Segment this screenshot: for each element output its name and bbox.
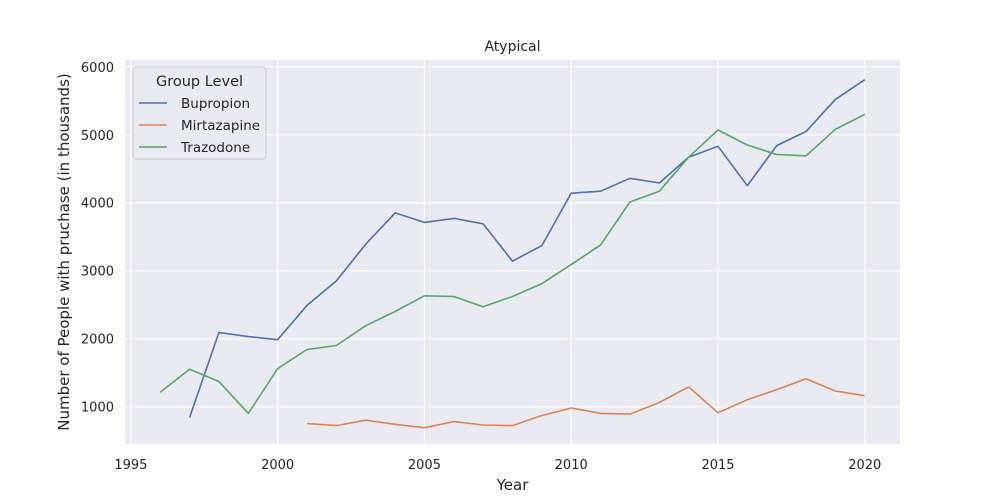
legend-item-trazodone: Trazodone [139,140,250,156]
x-axis-title: Year [496,476,530,494]
grid [125,60,900,444]
legend-entries: Bupropion Mirtazapine Trazodone [139,96,260,156]
legend-frame [132,66,267,160]
y-tick-label: 2000 [81,333,114,348]
series-line-mirtazapine [306,377,865,429]
y-tick-label: 4000 [81,197,114,212]
x-tick-label: 2005 [408,458,441,473]
y-tick-label: 1000 [81,401,114,416]
series-line-trazodone [159,113,866,415]
x-tick-label: 2020 [848,458,881,473]
x-tick-label: 2015 [701,458,734,473]
legend-item-mirtazapine: Mirtazapine [139,118,260,134]
x-tick-label: 2010 [555,458,588,473]
legend-label-bupropion: Bupropion [181,96,250,112]
x-tick-label: 2000 [261,458,294,473]
legend-label-mirtazapine: Mirtazapine [181,118,260,134]
x-tick-label: 1995 [114,458,147,473]
legend-label-trazodone: Trazodone [180,140,250,156]
legend: Group Level Bupropion Mirtazapine Trazodon… [132,66,267,160]
y-axis-title: Number of People with pruchase (in thous… [55,73,73,430]
legend-title: Group Level [156,74,243,90]
y-tick-label: 5000 [81,129,114,144]
legend-item-bupropion: Bupropion [139,96,250,112]
y-tick-label: 3000 [81,265,114,280]
chart-title: Atypical [484,39,540,55]
series-lines [159,79,866,429]
series-line-bupropion [188,79,866,418]
y-tick-label: 6000 [81,61,114,76]
tick-labels: 1995 2000 2005 2010 2015 2020 1000 2000 3000 4000… [81,61,881,473]
